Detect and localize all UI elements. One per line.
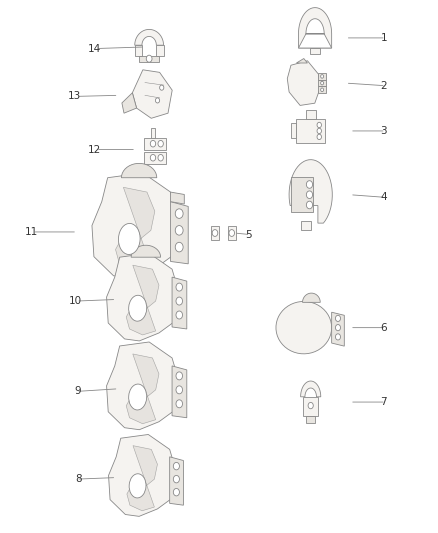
Circle shape (306, 201, 313, 209)
Polygon shape (332, 312, 344, 346)
Polygon shape (132, 70, 172, 118)
Circle shape (321, 82, 324, 85)
Text: 14: 14 (88, 44, 101, 53)
Polygon shape (291, 177, 313, 212)
Polygon shape (139, 56, 159, 62)
Polygon shape (109, 434, 177, 516)
Circle shape (146, 55, 152, 62)
Text: 6: 6 (381, 322, 387, 333)
Text: 1: 1 (381, 33, 387, 43)
Polygon shape (310, 48, 320, 54)
Circle shape (336, 334, 340, 340)
Text: 3: 3 (381, 126, 387, 136)
Polygon shape (145, 152, 166, 164)
Circle shape (308, 402, 313, 409)
Polygon shape (298, 7, 332, 48)
Polygon shape (289, 160, 332, 223)
Polygon shape (170, 201, 188, 264)
Polygon shape (151, 128, 155, 138)
Circle shape (317, 122, 321, 128)
Circle shape (336, 316, 340, 321)
Polygon shape (318, 73, 326, 80)
Polygon shape (306, 110, 315, 119)
Polygon shape (126, 354, 159, 424)
Polygon shape (297, 59, 307, 63)
Polygon shape (170, 192, 184, 204)
Polygon shape (92, 173, 180, 278)
Polygon shape (122, 93, 137, 113)
Circle shape (173, 475, 180, 483)
Polygon shape (287, 61, 320, 106)
Ellipse shape (118, 223, 140, 254)
Polygon shape (306, 416, 315, 423)
Text: 5: 5 (245, 230, 252, 240)
Polygon shape (106, 253, 180, 341)
Circle shape (159, 85, 164, 90)
Polygon shape (228, 226, 236, 240)
Text: 8: 8 (75, 474, 81, 484)
Polygon shape (172, 277, 187, 329)
Circle shape (317, 128, 321, 134)
Polygon shape (145, 138, 166, 150)
Circle shape (158, 155, 163, 161)
Circle shape (150, 155, 155, 161)
Polygon shape (303, 293, 320, 302)
Polygon shape (121, 164, 157, 177)
Circle shape (176, 311, 183, 319)
Circle shape (306, 181, 313, 188)
Circle shape (175, 243, 183, 252)
Polygon shape (172, 366, 187, 418)
Text: 12: 12 (88, 144, 101, 155)
Circle shape (173, 463, 180, 470)
Circle shape (321, 88, 324, 92)
Text: 2: 2 (381, 81, 387, 91)
Circle shape (176, 372, 183, 380)
Circle shape (150, 140, 155, 147)
Ellipse shape (129, 384, 147, 410)
Circle shape (155, 98, 159, 103)
Circle shape (173, 488, 180, 496)
Polygon shape (170, 457, 184, 505)
Text: 4: 4 (381, 192, 387, 203)
Circle shape (176, 297, 183, 305)
Polygon shape (211, 226, 219, 240)
Polygon shape (276, 302, 332, 354)
Text: 13: 13 (68, 91, 81, 101)
Polygon shape (106, 342, 180, 430)
Polygon shape (318, 86, 326, 93)
Circle shape (176, 400, 183, 408)
Circle shape (175, 209, 183, 219)
Text: 9: 9 (75, 386, 81, 397)
Circle shape (306, 191, 313, 198)
Text: 7: 7 (381, 397, 387, 407)
Circle shape (176, 283, 183, 291)
Circle shape (336, 325, 340, 330)
Circle shape (212, 230, 218, 237)
Polygon shape (135, 29, 163, 45)
Polygon shape (296, 119, 325, 143)
Polygon shape (304, 397, 318, 416)
Polygon shape (301, 221, 311, 230)
Ellipse shape (129, 474, 146, 498)
Circle shape (229, 230, 234, 237)
Circle shape (321, 75, 324, 78)
Polygon shape (156, 45, 163, 56)
Polygon shape (131, 245, 161, 257)
Polygon shape (318, 80, 326, 86)
Circle shape (176, 386, 183, 394)
Text: 11: 11 (25, 227, 38, 237)
Circle shape (317, 134, 321, 140)
Polygon shape (298, 19, 332, 48)
Polygon shape (116, 187, 155, 271)
Polygon shape (127, 446, 157, 511)
Ellipse shape (129, 295, 147, 321)
Polygon shape (135, 45, 142, 56)
Circle shape (158, 140, 163, 147)
Text: 10: 10 (68, 296, 81, 306)
Circle shape (175, 225, 183, 235)
Polygon shape (291, 124, 296, 139)
Polygon shape (126, 265, 159, 335)
Polygon shape (300, 381, 321, 397)
